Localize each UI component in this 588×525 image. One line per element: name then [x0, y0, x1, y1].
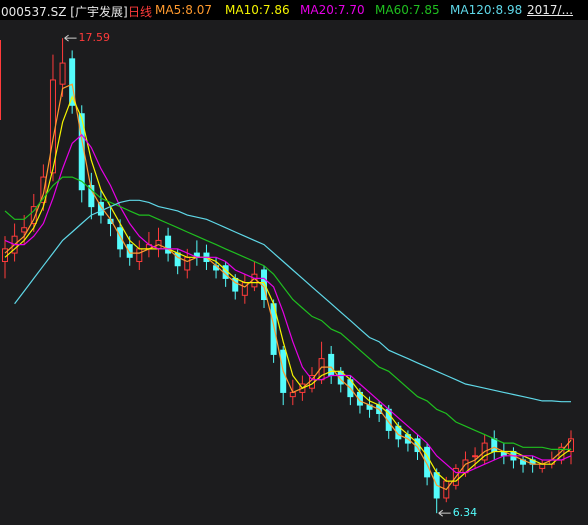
legend-entry: MA20:7.70 — [300, 3, 365, 17]
candle-body — [165, 235, 172, 254]
candle-body — [184, 256, 191, 271]
legend-entry: MA5:8.07 — [155, 3, 212, 17]
candle-body — [136, 248, 143, 263]
candle-body — [539, 463, 546, 469]
candle-body — [40, 176, 47, 203]
legend-entry: MA120:8.98 — [450, 3, 523, 17]
candle-body — [88, 185, 95, 208]
period: 日线 — [128, 5, 153, 19]
legend-entry: MA10:7.86 — [225, 3, 290, 17]
annotation-label: 6.34 — [453, 506, 478, 519]
ticker: 000537.SZ [广宇发展] — [1, 5, 128, 19]
header: 000537.SZ [广宇发展] 日线 2017/... MA5:8.07 MA1… — [0, 0, 588, 20]
candle-body — [69, 58, 76, 106]
candle-body — [30, 206, 37, 225]
candle-body — [126, 244, 133, 258]
ma-line — [4, 176, 571, 450]
candle-body — [424, 446, 431, 478]
ma-line — [4, 95, 572, 482]
ma-line — [4, 83, 572, 491]
ma-line — [14, 199, 571, 403]
candle-body — [472, 455, 479, 458]
candle-body — [59, 62, 66, 85]
candle-body — [568, 438, 574, 453]
candle-body — [491, 438, 498, 453]
legend-entry: MA60:7.85 — [375, 3, 440, 17]
candle-body — [21, 227, 28, 233]
annotation-arrow — [438, 509, 451, 517]
annotation-label: 17.59 — [79, 31, 111, 44]
date-label[interactable]: 2017/... — [527, 3, 574, 17]
ma-line — [4, 133, 572, 474]
annotation-arrow — [64, 34, 77, 42]
candle-body — [97, 201, 104, 216]
candle-body — [117, 227, 124, 250]
